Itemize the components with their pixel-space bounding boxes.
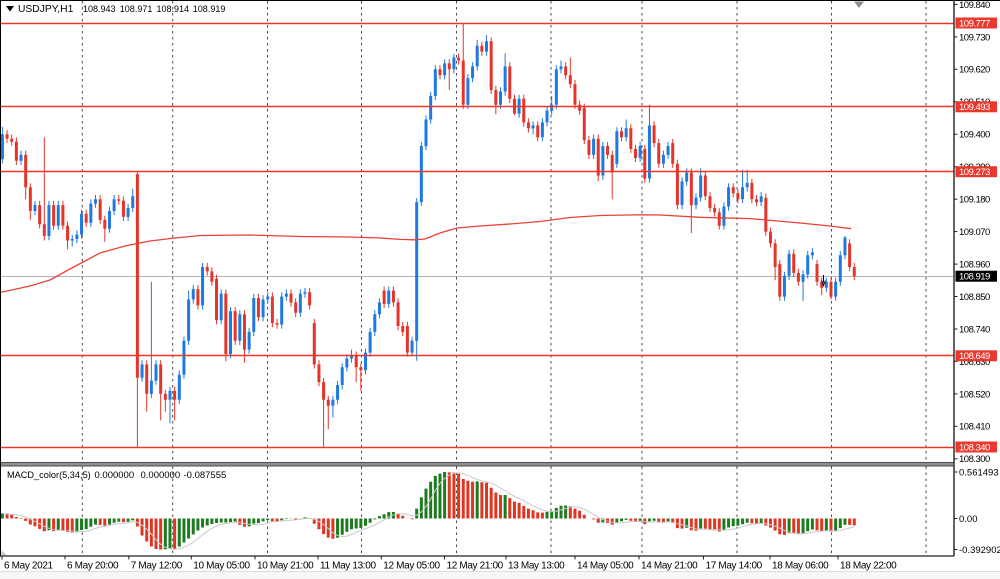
svg-text:108.300: 108.300 xyxy=(959,454,990,465)
svg-text:108.630: 108.630 xyxy=(959,357,990,368)
svg-text:108.919: 108.919 xyxy=(959,272,990,283)
svg-text:108.740: 108.740 xyxy=(959,324,990,335)
svg-text:USDJPY,H1: USDJPY,H1 xyxy=(18,4,74,15)
svg-text:108.919: 108.919 xyxy=(193,4,226,14)
svg-text:12 May 05:00: 12 May 05:00 xyxy=(383,561,440,572)
svg-text:108.971: 108.971 xyxy=(120,4,153,14)
svg-text:14 May 05:00: 14 May 05:00 xyxy=(577,561,634,572)
svg-text:109.273: 109.273 xyxy=(959,167,990,178)
svg-text:108.943: 108.943 xyxy=(83,4,116,14)
svg-text:6 May 2021: 6 May 2021 xyxy=(4,561,54,572)
svg-text:-0.087555: -0.087555 xyxy=(184,470,227,481)
svg-text:6 May 20:00: 6 May 20:00 xyxy=(67,561,119,572)
svg-text:7 May 12:00: 7 May 12:00 xyxy=(131,561,183,572)
svg-text:108.340: 108.340 xyxy=(959,442,990,453)
svg-text:109.400: 109.400 xyxy=(959,130,990,141)
svg-text:18 May 06:00: 18 May 06:00 xyxy=(772,561,829,572)
svg-text:0.000000: 0.000000 xyxy=(141,470,181,481)
svg-text:108.649: 108.649 xyxy=(959,351,990,362)
svg-text:109.620: 109.620 xyxy=(959,65,990,76)
svg-text:108.960: 108.960 xyxy=(959,260,990,271)
svg-text:0.561493: 0.561493 xyxy=(959,467,999,478)
svg-text:109.730: 109.730 xyxy=(959,32,990,43)
svg-text:109.493: 109.493 xyxy=(959,102,990,113)
svg-text:108.850: 108.850 xyxy=(959,292,990,303)
svg-text:108.520: 108.520 xyxy=(959,389,990,400)
svg-text:17 May 14:00: 17 May 14:00 xyxy=(706,561,763,572)
svg-text:14 May 21:00: 14 May 21:00 xyxy=(641,561,698,572)
svg-text:12 May 21:00: 12 May 21:00 xyxy=(447,561,504,572)
svg-text:10 May 05:00: 10 May 05:00 xyxy=(193,561,250,572)
svg-text:109.180: 109.180 xyxy=(959,195,990,206)
svg-text:-0.392902: -0.392902 xyxy=(959,545,1000,556)
svg-text:13 May 13:00: 13 May 13:00 xyxy=(508,561,565,572)
svg-text:108.914: 108.914 xyxy=(157,4,190,14)
svg-text:18 May 22:00: 18 May 22:00 xyxy=(840,561,897,572)
svg-text:109.070: 109.070 xyxy=(959,227,990,238)
svg-text:11 May 13:00: 11 May 13:00 xyxy=(320,561,376,572)
svg-text:109.840: 109.840 xyxy=(959,0,990,11)
svg-text:10 May 21:00: 10 May 21:00 xyxy=(257,561,314,572)
svg-text:109.777: 109.777 xyxy=(959,18,990,29)
svg-text:MACD_color(5,34,5): MACD_color(5,34,5) xyxy=(7,470,91,480)
svg-text:0.000000: 0.000000 xyxy=(95,470,135,481)
svg-text:108.410: 108.410 xyxy=(959,422,990,433)
svg-text:0.00: 0.00 xyxy=(959,514,978,525)
